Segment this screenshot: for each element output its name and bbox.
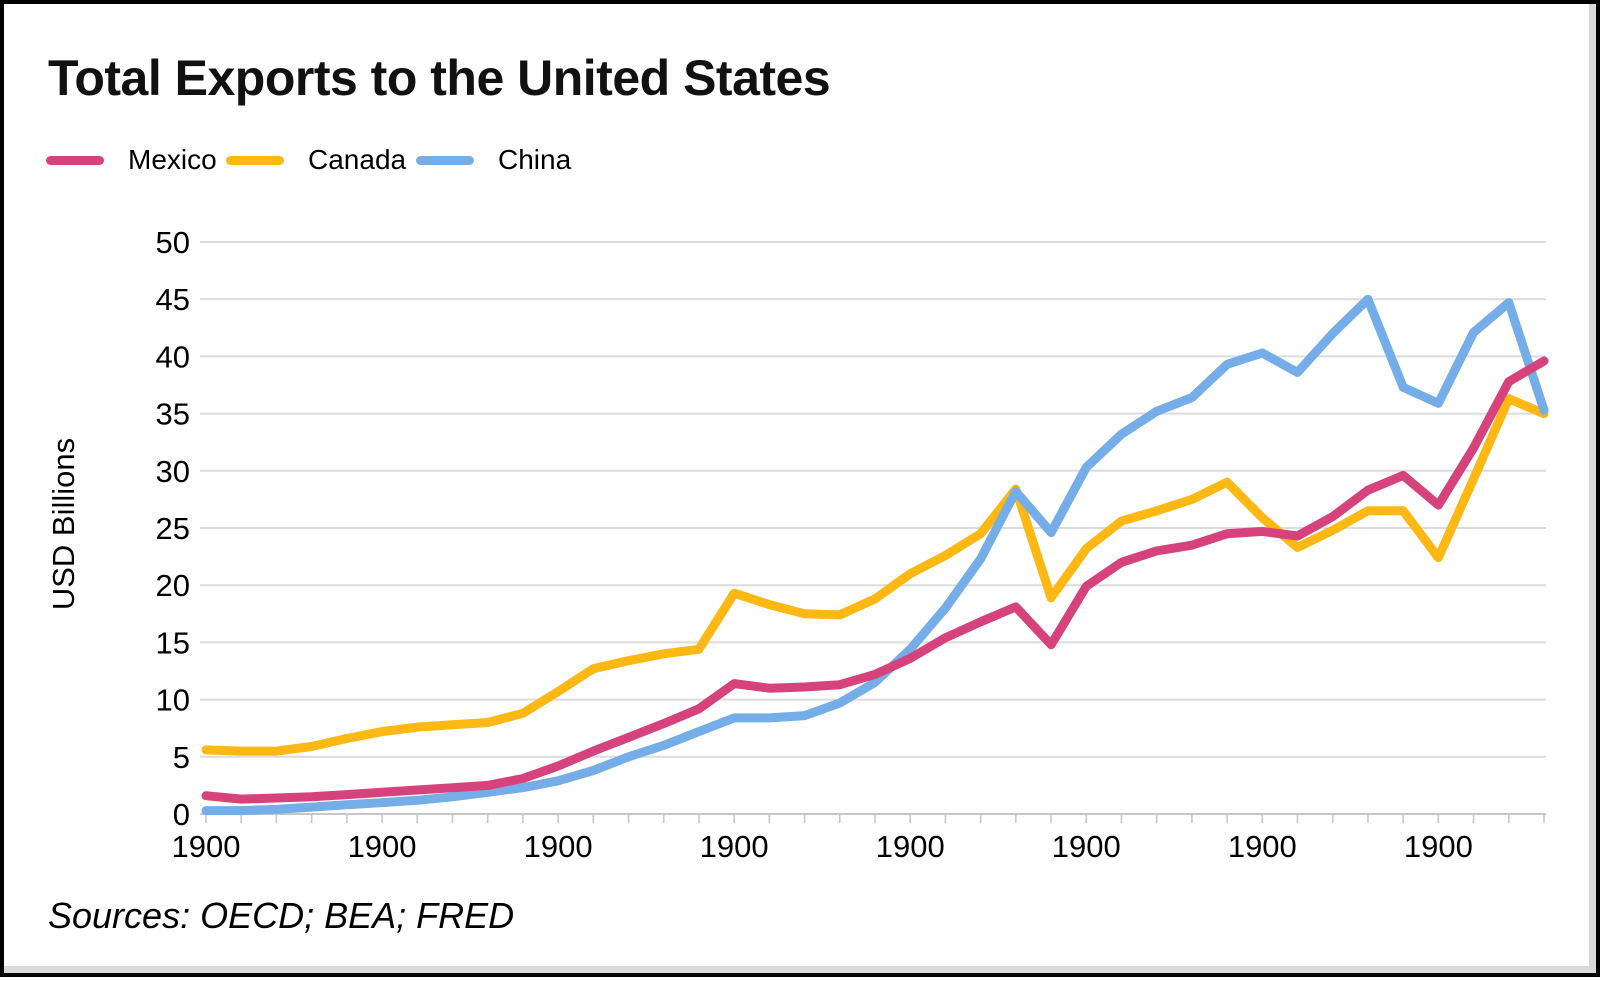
y-tick-label: 0 [173, 797, 190, 832]
y-tick-label: 45 [156, 282, 190, 317]
x-tick-label: 1900 [876, 829, 945, 864]
y-tick-label: 25 [156, 511, 190, 546]
x-tick-label: 1900 [1052, 829, 1121, 864]
series-line-canada [206, 399, 1544, 751]
y-tick-label: 50 [156, 225, 190, 260]
y-tick-label: 15 [156, 625, 190, 660]
x-tick-label: 1900 [1228, 829, 1297, 864]
y-tick-label: 20 [156, 568, 190, 603]
y-tick-label: 30 [156, 454, 190, 489]
y-tick-label: 35 [156, 397, 190, 432]
y-tick-label: 5 [173, 740, 190, 775]
x-tick-label: 1900 [700, 829, 769, 864]
x-tick-label: 1900 [348, 829, 417, 864]
series-line-mexico [206, 361, 1544, 799]
series-line-china [206, 299, 1544, 810]
y-tick-label: 40 [156, 339, 190, 374]
x-tick-label: 1900 [172, 829, 241, 864]
x-tick-label: 1900 [524, 829, 593, 864]
plot-area: 0 5 10 15 20 25 30 35 40 45 50 1900 1900 1900 1900 1900… [4, 4, 1600, 981]
x-tick-label: 1900 [1404, 829, 1473, 864]
y-tick-label: 10 [156, 683, 190, 718]
sources-note: Sources: OECD; BEA; FRED [48, 895, 514, 937]
